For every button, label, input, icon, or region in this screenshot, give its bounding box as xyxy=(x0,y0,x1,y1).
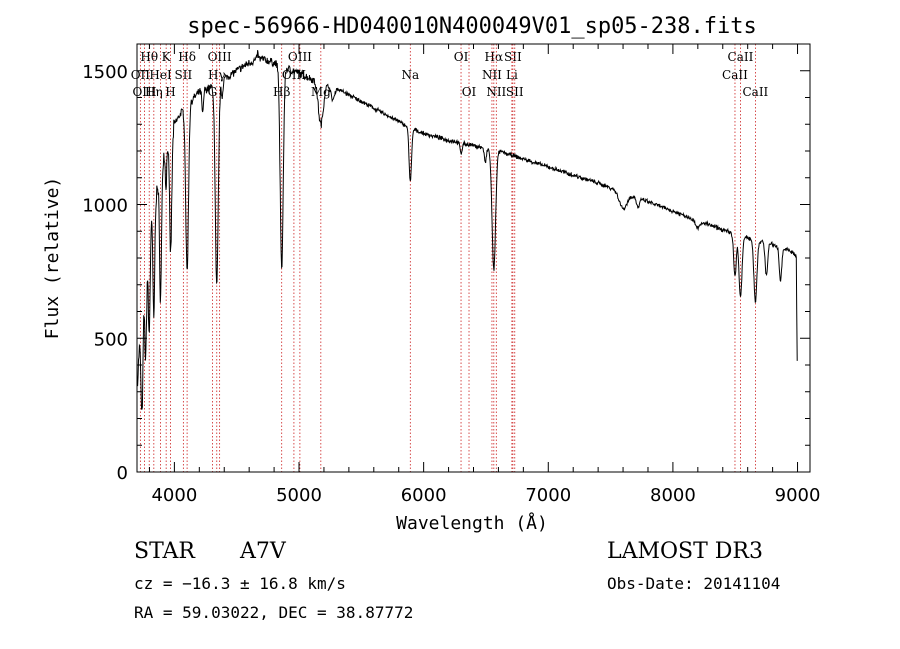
observation-date: Obs-Date: 20141104 xyxy=(607,574,781,593)
line-marker-label-14: Hβ xyxy=(273,85,290,99)
redshift-cz: cz = −16.3 ± 16.8 km/s xyxy=(134,574,346,593)
x-tick-label-4000: 4000 xyxy=(151,485,197,506)
line-marker-label-7: H xyxy=(165,85,175,99)
line-marker-label-1: OII xyxy=(131,68,151,82)
x-tick-label-7000: 7000 xyxy=(525,485,571,506)
line-marker-label-24: SII xyxy=(506,85,524,99)
y-axis: 0 500 1000 1500 xyxy=(82,62,810,484)
line-marker-label-9: OIII xyxy=(208,50,232,64)
line-marker-label-20: SII xyxy=(504,50,522,64)
x-tick-label-5000: 5000 xyxy=(276,485,322,506)
line-marker-label-12: OIII xyxy=(288,50,312,64)
line-marker-label-21: NII xyxy=(482,68,502,82)
line-marker-label-26: CaII xyxy=(722,68,748,82)
line-marker-label-10: Hγ xyxy=(208,68,226,82)
line-marker-label-19: Hα xyxy=(485,50,504,64)
x-axis: 4000 5000 6000 7000 8000 9000 xyxy=(148,44,821,506)
line-marker-label-22: Li xyxy=(506,68,518,82)
line-marker-label-18: OI xyxy=(462,85,477,99)
y-tick-label-1500: 1500 xyxy=(82,62,128,83)
object-class: STAR xyxy=(134,539,195,564)
line-marker-label-3: K xyxy=(162,50,172,64)
line-marker-label-0: Hθ xyxy=(140,50,158,64)
spectrum-line xyxy=(137,50,798,410)
line-marker-label-16: Na xyxy=(401,68,419,82)
line-marker-label-8: Hδ xyxy=(178,50,196,64)
line-marker-label-4: HeI xyxy=(149,68,172,82)
y-tick-label-1000: 1000 xyxy=(82,196,128,217)
plot-frame xyxy=(136,43,811,473)
x-tick-label-8000: 8000 xyxy=(650,485,696,506)
y-tick-label-0: 0 xyxy=(117,463,128,484)
y-tick-label-500: 500 xyxy=(94,329,128,350)
survey-name: LAMOST DR3 xyxy=(607,539,763,564)
chart-title: spec-56966-HD040010N400049V01_sp05-238.f… xyxy=(187,14,757,39)
spectral-subclass: A7V xyxy=(240,539,286,564)
y-axis-label: Flux (relative) xyxy=(42,177,63,340)
series-layer xyxy=(137,50,798,410)
coordinates: RA = 59.03022, DEC = 38.87772 xyxy=(134,603,414,622)
x-tick-label-9000: 9000 xyxy=(775,485,821,506)
line-marker-label-27: CaII xyxy=(742,85,768,99)
line-marker-label-25: CaII xyxy=(728,50,754,64)
x-tick-label-6000: 6000 xyxy=(401,485,447,506)
line-marker-label-2: OIII xyxy=(132,85,156,99)
line-marker-label-23: NII xyxy=(486,85,506,99)
line-marker-label-17: OI xyxy=(454,50,469,64)
line-marker-label-6: SII xyxy=(175,68,193,82)
x-axis-label: Wavelength (Å) xyxy=(396,512,548,534)
line-marker-label-5: Hη xyxy=(145,85,163,99)
